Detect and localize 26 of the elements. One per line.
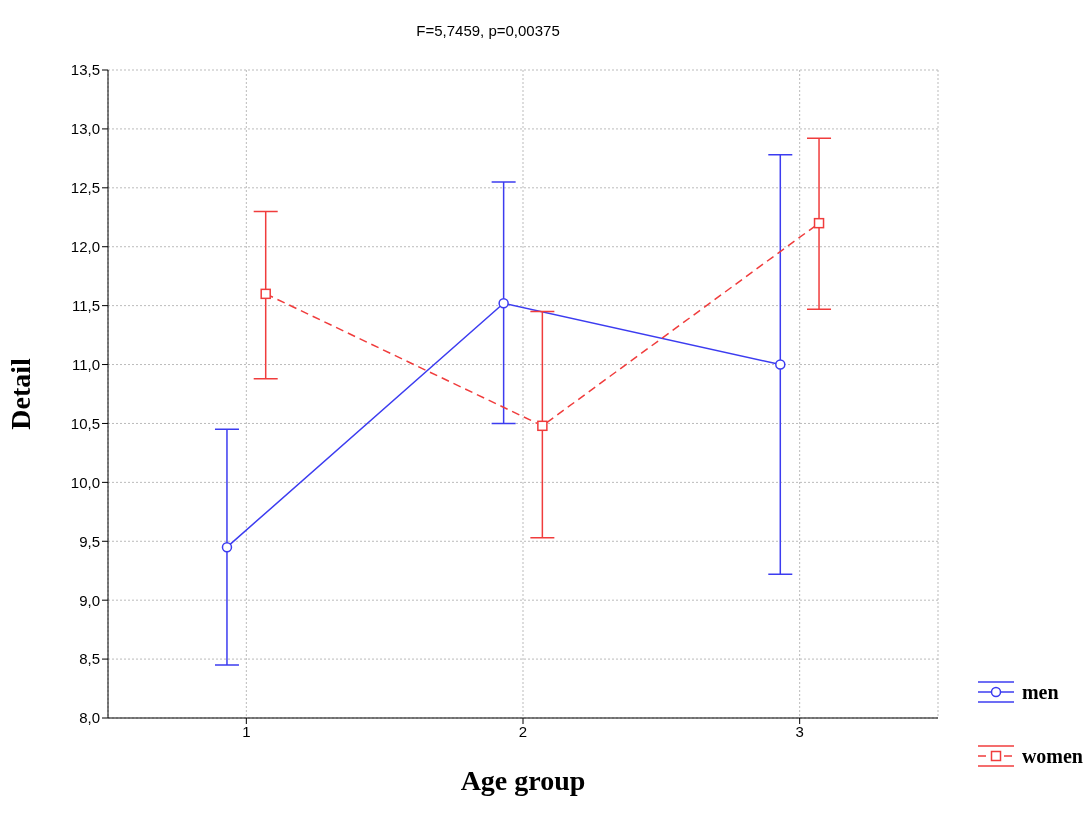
y-tick-label: 8,5	[79, 650, 100, 668]
y-tick-label: 11,0	[71, 355, 100, 373]
point	[221, 541, 233, 553]
y-tick-label: 10,0	[70, 473, 100, 491]
y-tick-label: 10,5	[70, 414, 100, 432]
x-tick-label: 3	[795, 722, 804, 740]
y-tick-label: 12,5	[70, 179, 100, 197]
x-tick-label: 2	[518, 722, 528, 740]
point	[813, 217, 825, 229]
y-tick-label: 12,0	[70, 238, 100, 256]
y-tick-label: 9,0	[79, 591, 100, 609]
point	[260, 288, 271, 300]
legend-label: men	[1021, 680, 1059, 704]
x-axis-title: Age group	[460, 765, 586, 796]
y-tick-label: 9,5	[79, 532, 100, 550]
point	[537, 420, 548, 432]
legend-label: women	[1021, 744, 1083, 768]
point	[775, 359, 786, 370]
y-tick-label: 13,5	[70, 61, 100, 79]
x-tick-label: 1	[242, 722, 251, 740]
y-tick-label: 13,0	[70, 120, 100, 138]
chart-title: F=5,7459, p=0,00375	[415, 22, 561, 39]
point	[498, 298, 509, 309]
y-tick-label: 8,0	[79, 709, 100, 727]
y-tick-label: 11,5	[71, 296, 100, 314]
y-axis-title: Detail	[4, 358, 36, 430]
